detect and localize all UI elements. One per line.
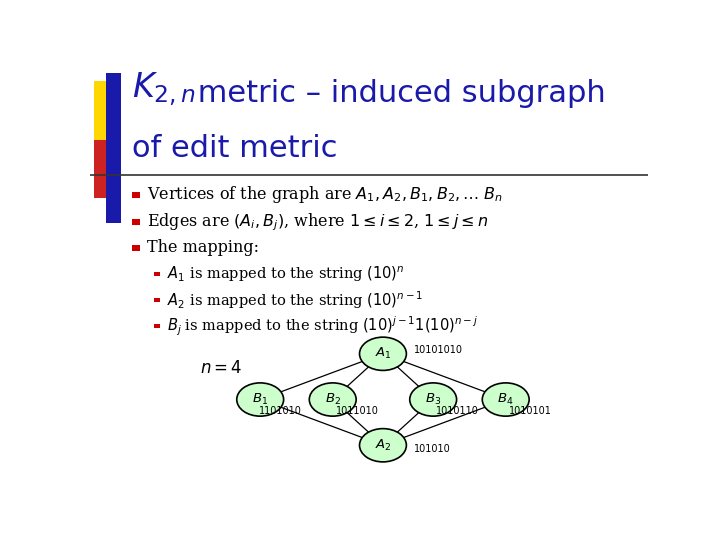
- FancyBboxPatch shape: [154, 272, 160, 276]
- FancyBboxPatch shape: [132, 245, 140, 251]
- Text: $B_j$ is mapped to the string $(10)^{j-1}1(10)^{n-j}$: $B_j$ is mapped to the string $(10)^{j-1…: [167, 315, 478, 338]
- Ellipse shape: [359, 337, 406, 370]
- Text: of edit metric: of edit metric: [132, 133, 338, 163]
- Ellipse shape: [482, 383, 529, 416]
- FancyBboxPatch shape: [132, 219, 140, 225]
- FancyBboxPatch shape: [132, 192, 140, 198]
- FancyBboxPatch shape: [106, 73, 121, 223]
- Ellipse shape: [237, 383, 284, 416]
- Text: metric – induced subgraph: metric – induced subgraph: [188, 79, 606, 109]
- Text: $B_1$: $B_1$: [252, 392, 269, 407]
- Text: 1010101: 1010101: [508, 406, 552, 416]
- Text: $B_2$: $B_2$: [325, 392, 341, 407]
- Text: $B_3$: $B_3$: [425, 392, 441, 407]
- Text: 1101010: 1101010: [259, 406, 302, 416]
- FancyBboxPatch shape: [154, 324, 160, 328]
- Text: $A_1$ is mapped to the string $(10)^n$: $A_1$ is mapped to the string $(10)^n$: [167, 265, 405, 284]
- Text: $A_2$: $A_2$: [374, 438, 391, 453]
- FancyBboxPatch shape: [94, 140, 116, 198]
- Text: Edges are $(A_i, B_j)$, where $1\leq i\leq 2$, $1\leq j\leq n$: Edges are $(A_i, B_j)$, where $1\leq i\l…: [147, 211, 488, 233]
- Ellipse shape: [359, 429, 406, 462]
- Text: $A_2$ is mapped to the string $(10)^{n-1}$: $A_2$ is mapped to the string $(10)^{n-1…: [167, 289, 423, 311]
- Ellipse shape: [410, 383, 456, 416]
- Text: $A_1$: $A_1$: [374, 346, 392, 361]
- Text: 101010: 101010: [414, 444, 451, 455]
- Text: $n=4$: $n=4$: [200, 360, 243, 377]
- Text: 1011010: 1011010: [336, 406, 379, 416]
- Text: Vertices of the graph are $A_1, A_2, B_1, B_2, \ldots\ B_n$: Vertices of the graph are $A_1, A_2, B_1…: [147, 185, 503, 205]
- Text: The mapping:: The mapping:: [147, 239, 259, 256]
- Text: 1010110: 1010110: [436, 406, 479, 416]
- FancyBboxPatch shape: [154, 298, 160, 302]
- Text: 10101010: 10101010: [414, 345, 463, 355]
- FancyBboxPatch shape: [94, 82, 116, 140]
- Ellipse shape: [310, 383, 356, 416]
- Text: $K_{2,n}$: $K_{2,n}$: [132, 71, 196, 109]
- Text: $B_4$: $B_4$: [498, 392, 514, 407]
